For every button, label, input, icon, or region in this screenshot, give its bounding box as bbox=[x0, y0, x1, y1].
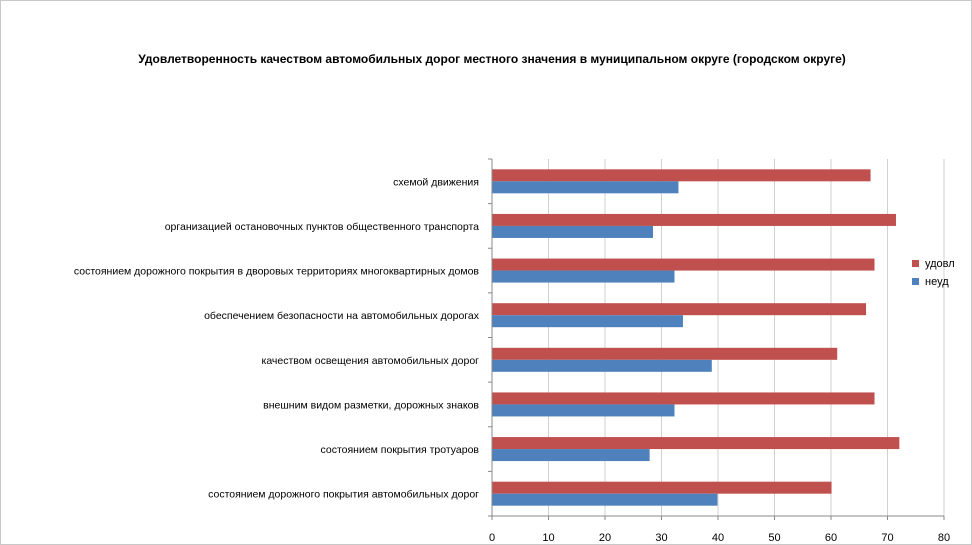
x-tick-label: 20 bbox=[599, 532, 611, 544]
legend-swatch bbox=[912, 278, 919, 285]
legend-label: удовл bbox=[925, 258, 955, 270]
bar-udovl bbox=[492, 258, 875, 271]
legend-label: неуд bbox=[925, 276, 949, 288]
category-label: схемой движения bbox=[393, 176, 479, 188]
chart-title: Удовлетворенность качеством автомобильны… bbox=[138, 52, 846, 66]
x-tick-label: 80 bbox=[938, 532, 950, 544]
category-label: внешним видом разметки, дорожных знаков bbox=[263, 399, 479, 411]
x-tick-label: 40 bbox=[712, 532, 724, 544]
category-label: состоянием дорожного покрытия в дворовых… bbox=[74, 266, 480, 278]
x-tick-label: 70 bbox=[881, 532, 893, 544]
bar-neud bbox=[492, 315, 683, 328]
bar-neud bbox=[492, 493, 718, 506]
legend-swatch bbox=[912, 260, 919, 267]
bar-neud bbox=[492, 449, 650, 462]
bar-udovl bbox=[492, 437, 900, 450]
category-label: организацией остановочных пунктов общест… bbox=[165, 221, 479, 233]
bar-udovl bbox=[492, 303, 867, 316]
bar-neud bbox=[492, 225, 654, 238]
category-label: обеспечением безопасности на автомобильн… bbox=[204, 310, 480, 322]
bar-neud bbox=[492, 404, 675, 417]
bar-udovl bbox=[492, 213, 896, 226]
bar-udovl bbox=[492, 347, 838, 360]
x-tick-label: 50 bbox=[768, 532, 780, 544]
bar-neud bbox=[492, 270, 675, 283]
x-tick-label: 0 bbox=[489, 532, 495, 544]
bar-neud bbox=[492, 359, 712, 372]
x-tick-label: 30 bbox=[655, 532, 667, 544]
category-label: состоянием дорожного покрытия автомобиль… bbox=[208, 489, 479, 501]
bar-udovl bbox=[492, 481, 832, 494]
category-label: состоянием покрытия тротуаров bbox=[320, 444, 479, 456]
category-label: качеством освещения автомобильных дорог bbox=[262, 355, 480, 367]
x-tick-label: 60 bbox=[825, 532, 837, 544]
bar-udovl bbox=[492, 169, 871, 182]
bar-neud bbox=[492, 181, 679, 194]
x-tick-label: 10 bbox=[542, 532, 554, 544]
bar-udovl bbox=[492, 392, 875, 405]
